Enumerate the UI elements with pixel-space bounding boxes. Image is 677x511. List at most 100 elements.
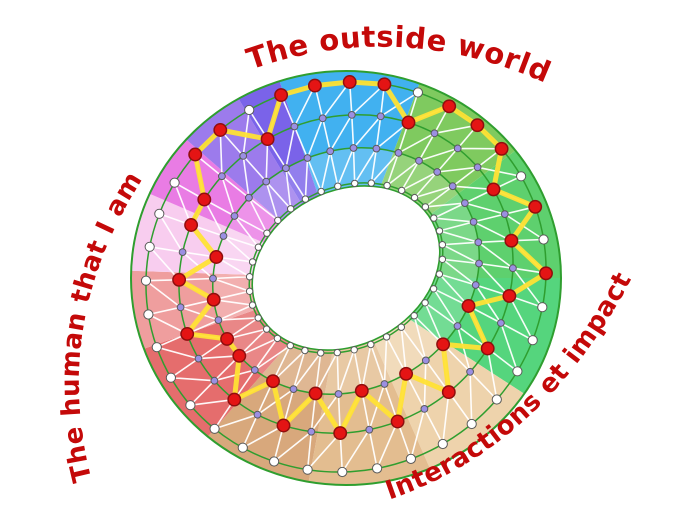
node bbox=[421, 203, 430, 211]
node bbox=[471, 281, 480, 289]
node bbox=[365, 425, 374, 434]
node bbox=[372, 463, 383, 474]
highlight-node bbox=[227, 392, 242, 407]
node bbox=[367, 340, 375, 349]
highlight-node bbox=[528, 199, 543, 214]
node bbox=[244, 104, 255, 116]
node bbox=[349, 144, 358, 152]
highlight-node bbox=[441, 385, 456, 400]
highlight-node bbox=[494, 141, 509, 156]
node bbox=[248, 258, 257, 266]
node bbox=[433, 168, 442, 176]
node bbox=[474, 238, 483, 247]
node bbox=[230, 212, 239, 220]
highlight-node bbox=[436, 337, 451, 352]
node bbox=[303, 154, 312, 162]
node bbox=[372, 144, 381, 153]
node bbox=[144, 241, 155, 252]
node bbox=[430, 214, 438, 222]
node bbox=[367, 179, 375, 187]
node bbox=[537, 302, 548, 313]
node bbox=[405, 453, 416, 464]
node bbox=[165, 372, 176, 383]
node bbox=[287, 205, 295, 213]
node bbox=[301, 195, 310, 203]
highlight-node bbox=[260, 132, 275, 147]
highlight-node bbox=[209, 250, 224, 264]
node bbox=[140, 275, 152, 286]
node bbox=[461, 199, 469, 208]
node bbox=[307, 427, 316, 436]
node bbox=[317, 187, 325, 196]
node bbox=[334, 182, 342, 190]
node bbox=[237, 442, 248, 453]
node bbox=[178, 248, 187, 257]
highlight-node bbox=[539, 266, 553, 281]
node bbox=[290, 122, 299, 131]
highlight-node bbox=[377, 77, 392, 92]
node bbox=[383, 181, 391, 190]
node bbox=[453, 322, 462, 330]
highlight-node bbox=[266, 374, 280, 389]
node bbox=[239, 152, 248, 160]
highlight-node bbox=[206, 292, 221, 307]
node bbox=[254, 314, 262, 322]
node bbox=[274, 216, 282, 225]
node bbox=[333, 348, 341, 357]
node bbox=[466, 418, 477, 430]
donut-group bbox=[130, 70, 562, 486]
node bbox=[209, 274, 217, 283]
node bbox=[318, 114, 327, 123]
node bbox=[421, 299, 429, 307]
node bbox=[286, 341, 294, 350]
highlight-node bbox=[470, 118, 485, 133]
node bbox=[421, 356, 430, 365]
node bbox=[347, 111, 356, 119]
highlight-node bbox=[180, 326, 195, 341]
node bbox=[500, 210, 509, 219]
node bbox=[219, 232, 228, 240]
node bbox=[245, 193, 253, 202]
node bbox=[509, 264, 517, 273]
donut-hole bbox=[251, 185, 441, 351]
highlight-node bbox=[188, 147, 203, 162]
node bbox=[420, 405, 429, 413]
label-human-that-i-am: The human that I am bbox=[56, 167, 149, 486]
highlight-node bbox=[390, 414, 405, 429]
outer-boundary bbox=[130, 70, 562, 486]
node bbox=[438, 241, 447, 249]
highlight-node bbox=[504, 233, 519, 248]
highlight-node bbox=[220, 331, 235, 346]
highlight-node bbox=[486, 182, 501, 197]
node bbox=[516, 171, 527, 182]
node bbox=[263, 229, 271, 237]
highlight-node bbox=[354, 383, 369, 398]
node bbox=[350, 346, 358, 354]
node bbox=[410, 312, 418, 320]
node bbox=[475, 259, 483, 268]
node bbox=[448, 182, 457, 191]
node bbox=[415, 156, 423, 165]
highlight-node bbox=[276, 418, 291, 433]
node bbox=[269, 456, 280, 467]
node bbox=[491, 394, 502, 405]
highlight-node bbox=[399, 366, 414, 381]
node bbox=[334, 390, 343, 398]
highlight-node bbox=[502, 288, 517, 303]
node bbox=[151, 342, 162, 353]
node bbox=[376, 112, 385, 121]
node bbox=[209, 423, 220, 434]
node bbox=[176, 303, 185, 312]
node bbox=[301, 346, 309, 355]
node bbox=[394, 149, 403, 157]
node bbox=[289, 385, 298, 394]
highlight-node bbox=[308, 386, 323, 401]
node bbox=[412, 87, 423, 98]
node bbox=[326, 147, 335, 156]
node bbox=[210, 376, 219, 385]
node bbox=[143, 309, 154, 320]
node bbox=[154, 208, 165, 219]
node bbox=[497, 319, 505, 327]
